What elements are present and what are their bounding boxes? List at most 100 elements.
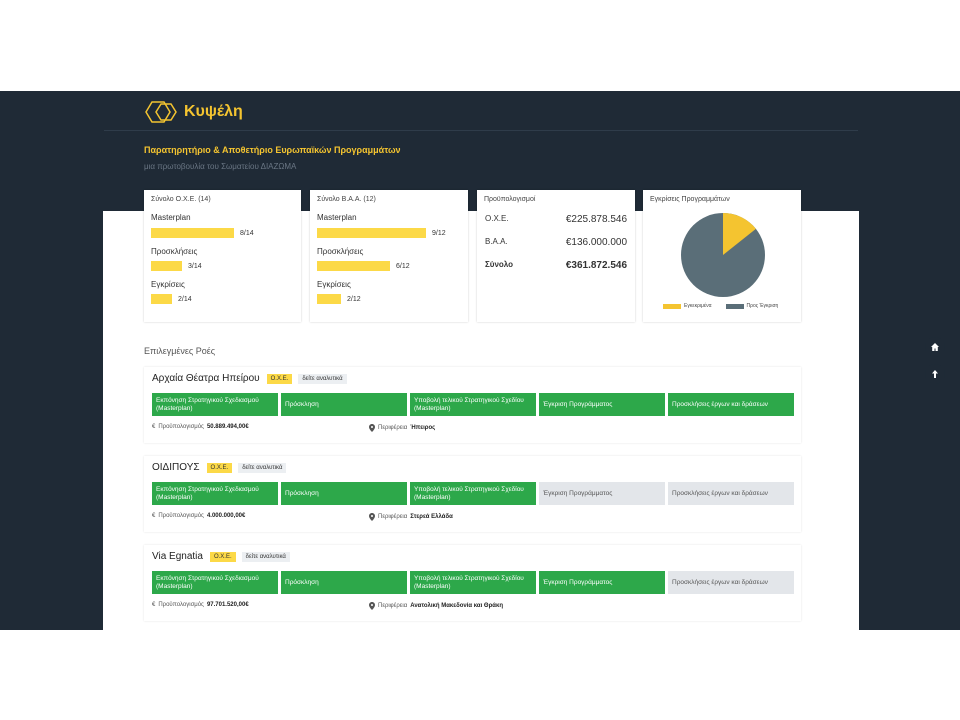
budget-oxe-label: Ο.Χ.Ε. bbox=[485, 214, 509, 223]
flow-header: Via Egnatia Ο.Χ.Ε. δείτε αναλυτικά bbox=[152, 551, 290, 562]
flow-budget-label: Προϋπολογισμός bbox=[158, 602, 204, 608]
app-header: Κυψέλη bbox=[144, 97, 243, 127]
arrow-up-icon bbox=[932, 370, 938, 378]
flow-title: ΟΙΔΙΠΟΥΣ bbox=[152, 462, 200, 473]
flow-type-badge: Ο.Χ.Ε. bbox=[206, 462, 233, 473]
legend-approved-swatch bbox=[663, 303, 681, 309]
page-tagline: μια πρωτοβουλία του Σωματείου ΔΙΑΖΩΜΑ bbox=[144, 162, 297, 171]
flow-step[interactable]: Έγκριση Προγράμματος bbox=[539, 571, 665, 594]
euro-icon: € bbox=[152, 424, 156, 430]
flow-region-value: Ανατολική Μακεδονία και Θράκη bbox=[410, 603, 504, 609]
card-approvals-chart: Εγκρίσεις Προγραμμάτων Εγκεκριμένα Προς … bbox=[643, 190, 801, 322]
budget-baa-label: Β.Α.Α. bbox=[485, 237, 508, 246]
flow-region-value: Ήπειρος bbox=[410, 425, 436, 431]
flow-step[interactable]: Έγκριση Προγράμματος bbox=[539, 393, 665, 416]
oxe-masterplan-bar bbox=[151, 228, 234, 238]
budget-row-baa: Β.Α.Α. €136.000.000 bbox=[485, 237, 627, 248]
flow-card: Via Egnatia Ο.Χ.Ε. δείτε αναλυτικά Εκπόν… bbox=[144, 545, 801, 621]
app-window: Κυψέλη Παρατηρητήριο & Αποθετήριο Ευρωπα… bbox=[0, 91, 960, 630]
oxe-approvals-value: 2/14 bbox=[178, 295, 192, 303]
legend-approved-label: Εγκεκριμένα bbox=[684, 303, 712, 309]
baa-masterplan-label: Masterplan bbox=[317, 213, 357, 222]
pie-slice-approved bbox=[723, 213, 756, 255]
baa-approvals-row: 2/12 bbox=[317, 294, 361, 304]
flow-type-badge: Ο.Χ.Ε. bbox=[209, 551, 236, 562]
app-name[interactable]: Κυψέλη bbox=[184, 103, 243, 120]
flow-budget: € Προϋπολογισμός 50.889.494,00€ bbox=[152, 424, 249, 430]
flow-step[interactable]: Υποβολή τελικού Στρατηγικού Σχεδίου (Mas… bbox=[410, 393, 536, 416]
flow-step[interactable]: Υποβολή τελικού Στρατηγικού Σχεδίου (Mas… bbox=[410, 571, 536, 594]
budget-baa-amount: €136.000.000 bbox=[565, 237, 627, 248]
flow-title: Αρχαία Θέατρα Ηπείρου bbox=[152, 373, 260, 384]
flow-details-link[interactable]: δείτε αναλυτικά bbox=[298, 373, 347, 384]
oxe-invitations-label: Προσκλήσεις bbox=[151, 247, 198, 256]
card-approvals-title: Εγκρίσεις Προγραμμάτων bbox=[650, 196, 730, 203]
flow-budget-label: Προϋπολογισμός bbox=[158, 424, 204, 430]
section-title: Επιλεγμένες Ροές bbox=[144, 346, 216, 356]
flow-steps: Εκπόνηση Στρατηγικού Σχεδιασμού (Masterp… bbox=[152, 571, 797, 594]
card-budget-title: Προϋπολογισμοί bbox=[484, 196, 536, 203]
baa-invitations-label: Προσκλήσεις bbox=[317, 247, 364, 256]
euro-icon: € bbox=[152, 602, 156, 608]
flow-step[interactable]: Προσκλήσεις έργων και δράσεων bbox=[668, 482, 794, 505]
budget-row-oxe: Ο.Χ.Ε. €225.878.546 bbox=[485, 214, 627, 225]
flow-card: ΟΙΔΙΠΟΥΣ Ο.Χ.Ε. δείτε αναλυτικά Εκπόνηση… bbox=[144, 456, 801, 532]
map-pin-icon bbox=[369, 513, 375, 521]
approvals-pie-chart bbox=[681, 213, 765, 297]
flow-details-link[interactable]: δείτε αναλυτικά bbox=[241, 551, 290, 562]
baa-masterplan-row: 9/12 bbox=[317, 228, 446, 238]
flow-header: Αρχαία Θέατρα Ηπείρου Ο.Χ.Ε. δείτε αναλυ… bbox=[152, 373, 347, 384]
pie-legend: Εγκεκριμένα Προς Έγκριση bbox=[663, 303, 778, 309]
flow-step[interactable]: Έγκριση Προγράμματος bbox=[539, 482, 665, 505]
euro-icon: € bbox=[152, 513, 156, 519]
baa-invitations-bar bbox=[317, 261, 390, 271]
scroll-top-button[interactable] bbox=[925, 364, 945, 384]
flow-step[interactable]: Πρόσκληση bbox=[281, 393, 407, 416]
baa-approvals-value: 2/12 bbox=[347, 295, 361, 303]
card-oxe-title: Σύνολο Ο.Χ.Ε. (14) bbox=[151, 196, 211, 203]
flow-region-label: Περιφέρεια bbox=[378, 425, 408, 431]
flow-region-value: Στερεά Ελλάδα bbox=[410, 514, 453, 520]
flow-budget-label: Προϋπολογισμός bbox=[158, 513, 204, 519]
home-button[interactable] bbox=[925, 337, 945, 357]
flow-step[interactable]: Προσκλήσεις έργων και δράσεων bbox=[668, 393, 794, 416]
page-subtitle: Παρατηρητήριο & Αποθετήριο Ευρωπαϊκών Πρ… bbox=[144, 145, 401, 155]
flow-details-link[interactable]: δείτε αναλυτικά bbox=[238, 462, 287, 473]
flow-header: ΟΙΔΙΠΟΥΣ Ο.Χ.Ε. δείτε αναλυτικά bbox=[152, 462, 287, 473]
flow-steps: Εκπόνηση Στρατηγικού Σχεδιασμού (Masterp… bbox=[152, 482, 797, 505]
flow-budget: € Προϋπολογισμός 4.000.000,00€ bbox=[152, 513, 245, 519]
oxe-invitations-row: 3/14 bbox=[151, 261, 202, 271]
card-baa-title: Σύνολο Β.Α.Α. (12) bbox=[317, 196, 376, 203]
flow-budget-value: 97.701.520,00€ bbox=[206, 602, 249, 608]
card-oxe-summary: Σύνολο Ο.Χ.Ε. (14) Masterplan 8/14 Προσκ… bbox=[144, 190, 301, 322]
flow-step[interactable]: Πρόσκληση bbox=[281, 482, 407, 505]
flow-region: Περιφέρεια Στερεά Ελλάδα bbox=[369, 513, 453, 521]
flow-step[interactable]: Εκπόνηση Στρατηγικού Σχεδιασμού (Masterp… bbox=[152, 571, 278, 594]
flow-card: Αρχαία Θέατρα Ηπείρου Ο.Χ.Ε. δείτε αναλυ… bbox=[144, 367, 801, 443]
flow-step[interactable]: Προσκλήσεις έργων και δράσεων bbox=[668, 571, 794, 594]
header-divider bbox=[104, 130, 858, 131]
oxe-approvals-row: 2/14 bbox=[151, 294, 192, 304]
oxe-approvals-label: Εγκρίσεις bbox=[151, 280, 185, 289]
flow-type-badge: Ο.Χ.Ε. bbox=[266, 373, 293, 384]
baa-masterplan-bar bbox=[317, 228, 426, 238]
flow-step[interactable]: Εκπόνηση Στρατηγικού Σχεδιασμού (Masterp… bbox=[152, 393, 278, 416]
flow-step[interactable]: Πρόσκληση bbox=[281, 571, 407, 594]
oxe-approvals-bar bbox=[151, 294, 172, 304]
oxe-masterplan-row: 8/14 bbox=[151, 228, 254, 238]
flow-step[interactable]: Εκπόνηση Στρατηγικού Σχεδιασμού (Masterp… bbox=[152, 482, 278, 505]
budget-row-total: Σύνολο €361.872.546 bbox=[485, 260, 627, 271]
budget-total-amount: €361.872.546 bbox=[565, 260, 627, 271]
flow-step[interactable]: Υποβολή τελικού Στρατηγικού Σχεδίου (Mas… bbox=[410, 482, 536, 505]
baa-invitations-row: 6/12 bbox=[317, 261, 410, 271]
home-icon bbox=[931, 343, 939, 351]
map-pin-icon bbox=[369, 424, 375, 432]
card-budgets: Προϋπολογισμοί Ο.Χ.Ε. €225.878.546 Β.Α.Α… bbox=[477, 190, 635, 322]
flow-region-label: Περιφέρεια bbox=[378, 514, 408, 520]
oxe-masterplan-value: 8/14 bbox=[240, 229, 254, 237]
baa-invitations-value: 6/12 bbox=[396, 262, 410, 270]
flow-title: Via Egnatia bbox=[152, 551, 203, 562]
flow-region: Περιφέρεια Ανατολική Μακεδονία και Θράκη bbox=[369, 602, 503, 610]
hive-logo-icon bbox=[145, 101, 177, 123]
map-pin-icon bbox=[369, 602, 375, 610]
